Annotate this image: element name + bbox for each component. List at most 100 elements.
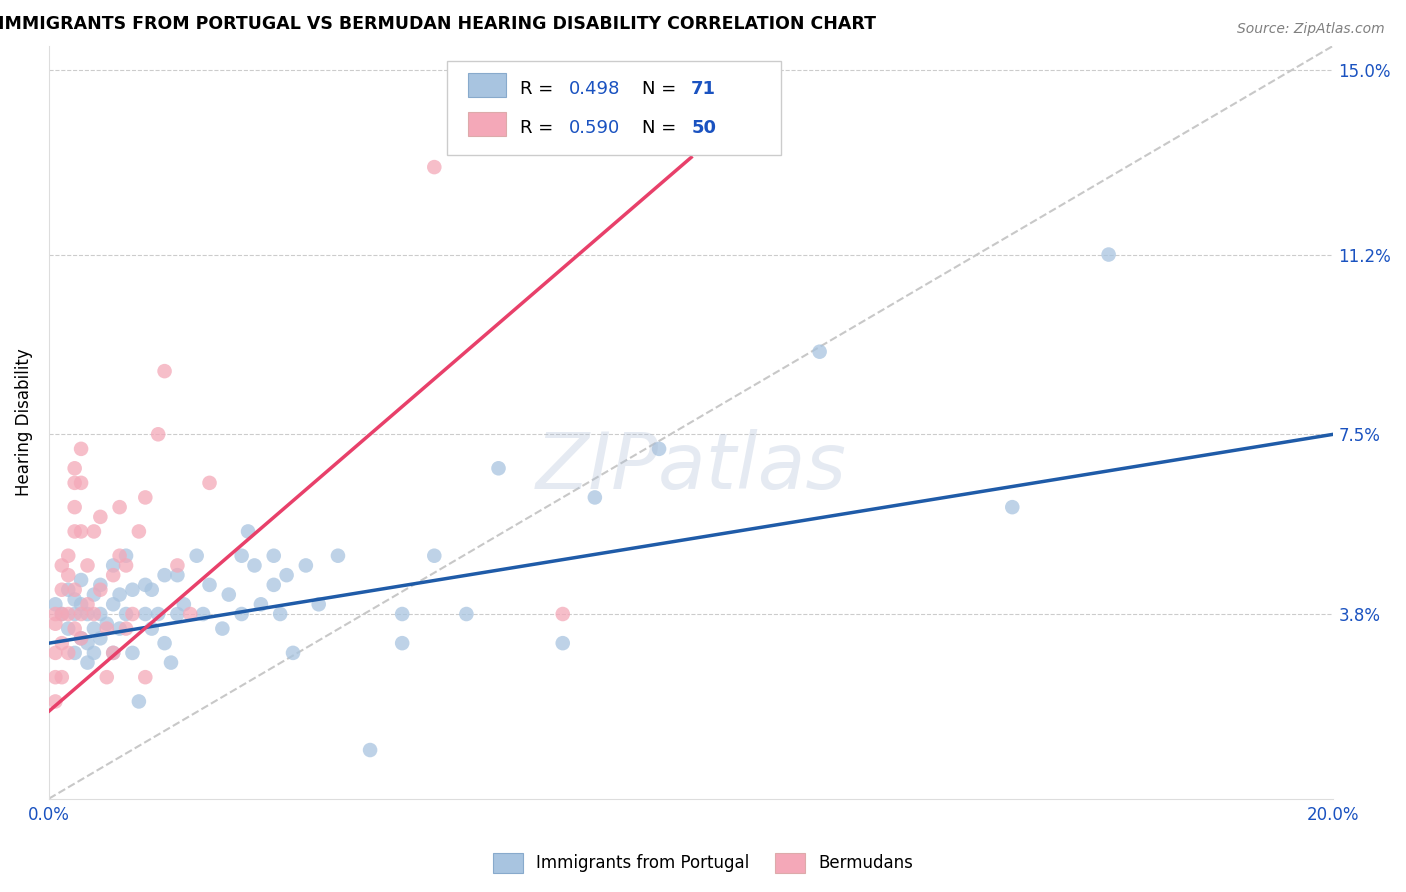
Point — [134, 607, 156, 621]
Point — [70, 442, 93, 456]
Point — [488, 461, 510, 475]
Text: 50: 50 — [692, 119, 716, 137]
Text: 0.590: 0.590 — [569, 119, 620, 137]
Point — [63, 500, 86, 515]
Point — [83, 646, 105, 660]
Point — [44, 646, 66, 660]
Point — [141, 622, 163, 636]
Point — [281, 646, 304, 660]
Point — [63, 646, 86, 660]
Point — [51, 670, 73, 684]
Point — [166, 607, 188, 621]
Point — [423, 549, 446, 563]
Text: Source: ZipAtlas.com: Source: ZipAtlas.com — [1237, 22, 1385, 37]
Point — [173, 597, 195, 611]
Point — [146, 427, 169, 442]
Point — [153, 636, 176, 650]
Point — [63, 622, 86, 636]
Point — [236, 524, 259, 539]
Point — [276, 568, 298, 582]
Point — [58, 646, 80, 660]
Point — [70, 524, 93, 539]
Point — [108, 500, 131, 515]
Point — [186, 549, 208, 563]
Point — [63, 524, 86, 539]
Point — [115, 558, 138, 573]
Point — [63, 592, 86, 607]
Point — [456, 607, 478, 621]
Point — [103, 568, 125, 582]
Point — [231, 607, 253, 621]
Point — [134, 578, 156, 592]
Legend: Immigrants from Portugal, Bermudans: Immigrants from Portugal, Bermudans — [486, 847, 920, 880]
Point — [63, 461, 86, 475]
Point — [89, 578, 111, 592]
Point — [391, 636, 413, 650]
Point — [211, 622, 233, 636]
Point — [58, 549, 80, 563]
Point — [44, 670, 66, 684]
Point — [160, 656, 183, 670]
Point — [103, 597, 125, 611]
Point — [51, 607, 73, 621]
Point — [83, 622, 105, 636]
Point — [76, 607, 98, 621]
Point — [51, 558, 73, 573]
FancyBboxPatch shape — [447, 61, 782, 155]
Point — [58, 582, 80, 597]
Point — [51, 582, 73, 597]
Point — [103, 558, 125, 573]
Point — [263, 578, 285, 592]
Point — [198, 475, 221, 490]
Point — [103, 646, 125, 660]
Point — [83, 607, 105, 621]
Point — [231, 549, 253, 563]
Point — [89, 632, 111, 646]
Point — [44, 607, 66, 621]
Point — [295, 558, 318, 573]
Point — [269, 607, 291, 621]
Point — [76, 597, 98, 611]
Point — [89, 582, 111, 597]
Point — [58, 607, 80, 621]
Point — [1097, 247, 1119, 261]
Point — [76, 656, 98, 670]
Y-axis label: Hearing Disability: Hearing Disability — [15, 348, 32, 496]
Point — [121, 607, 143, 621]
Point — [115, 622, 138, 636]
Text: 71: 71 — [692, 80, 716, 98]
Point — [44, 597, 66, 611]
Point — [103, 646, 125, 660]
Point — [250, 597, 273, 611]
Point — [121, 582, 143, 597]
FancyBboxPatch shape — [468, 112, 506, 136]
Point — [89, 607, 111, 621]
Point — [83, 588, 105, 602]
Point — [1001, 500, 1024, 515]
Point — [44, 694, 66, 708]
Point — [128, 694, 150, 708]
Point — [153, 568, 176, 582]
Point — [96, 670, 118, 684]
Point — [243, 558, 266, 573]
Point — [58, 568, 80, 582]
Point — [63, 475, 86, 490]
Point — [648, 442, 671, 456]
Point — [263, 549, 285, 563]
Text: N =: N = — [643, 80, 682, 98]
Point — [83, 524, 105, 539]
Point — [44, 616, 66, 631]
Point — [70, 573, 93, 587]
Point — [551, 636, 574, 650]
Text: 0.0%: 0.0% — [28, 806, 70, 824]
Point — [96, 616, 118, 631]
Text: ZIPatlas: ZIPatlas — [536, 429, 846, 505]
Point — [198, 578, 221, 592]
Text: N =: N = — [643, 119, 682, 137]
Point — [191, 607, 214, 621]
Point — [51, 636, 73, 650]
Point — [96, 622, 118, 636]
Point — [808, 344, 831, 359]
Text: R =: R = — [520, 119, 560, 137]
Point — [179, 607, 201, 621]
